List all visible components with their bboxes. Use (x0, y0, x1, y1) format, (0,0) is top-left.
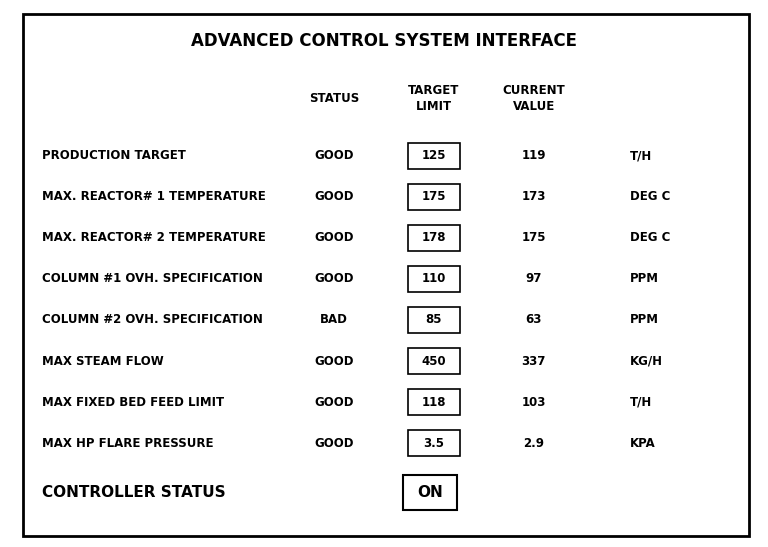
Text: 125: 125 (422, 149, 446, 162)
Text: GOOD: GOOD (314, 231, 354, 245)
FancyBboxPatch shape (23, 14, 749, 536)
Text: 337: 337 (521, 354, 546, 368)
Text: 173: 173 (521, 190, 546, 203)
Text: GOOD: GOOD (314, 272, 354, 286)
Text: PRODUCTION TARGET: PRODUCTION TARGET (42, 149, 186, 162)
Text: T/H: T/H (630, 395, 652, 409)
Text: 85: 85 (425, 313, 442, 327)
FancyBboxPatch shape (408, 348, 460, 374)
Text: 2.9: 2.9 (523, 437, 545, 450)
Text: 175: 175 (422, 190, 446, 203)
Text: DEG C: DEG C (630, 231, 670, 245)
FancyBboxPatch shape (408, 225, 460, 251)
Text: GOOD: GOOD (314, 437, 354, 450)
Text: GOOD: GOOD (314, 149, 354, 162)
Text: 175: 175 (521, 231, 546, 245)
Text: ADVANCED CONTROL SYSTEM INTERFACE: ADVANCED CONTROL SYSTEM INTERFACE (191, 32, 577, 50)
Text: TARGET
LIMIT: TARGET LIMIT (409, 84, 459, 113)
Text: GOOD: GOOD (314, 354, 354, 368)
Text: MAX FIXED BED FEED LIMIT: MAX FIXED BED FEED LIMIT (42, 395, 224, 409)
Text: 119: 119 (521, 149, 546, 162)
Text: 110: 110 (422, 272, 446, 286)
Text: T/H: T/H (630, 149, 652, 162)
Text: COLUMN #1 OVH. SPECIFICATION: COLUMN #1 OVH. SPECIFICATION (42, 272, 263, 286)
Text: 178: 178 (422, 231, 446, 245)
Text: MAX. REACTOR# 2 TEMPERATURE: MAX. REACTOR# 2 TEMPERATURE (42, 231, 266, 245)
Text: STATUS: STATUS (309, 92, 359, 105)
FancyBboxPatch shape (408, 430, 460, 456)
Text: CONTROLLER STATUS: CONTROLLER STATUS (42, 485, 226, 500)
Text: 97: 97 (525, 272, 542, 286)
Text: PPM: PPM (630, 272, 659, 286)
Text: GOOD: GOOD (314, 190, 354, 203)
FancyBboxPatch shape (408, 266, 460, 292)
Text: KPA: KPA (630, 437, 656, 450)
Text: DEG C: DEG C (630, 190, 670, 203)
FancyBboxPatch shape (403, 474, 457, 510)
FancyBboxPatch shape (408, 307, 460, 333)
FancyBboxPatch shape (408, 184, 460, 210)
Text: 118: 118 (422, 395, 446, 409)
Text: 450: 450 (422, 354, 446, 368)
FancyBboxPatch shape (408, 389, 460, 415)
Text: MAX STEAM FLOW: MAX STEAM FLOW (42, 354, 164, 368)
FancyBboxPatch shape (408, 143, 460, 169)
Text: 63: 63 (525, 313, 542, 327)
Text: PPM: PPM (630, 313, 659, 327)
Text: ON: ON (417, 485, 443, 500)
Text: MAX. REACTOR# 1 TEMPERATURE: MAX. REACTOR# 1 TEMPERATURE (42, 190, 266, 203)
Text: MAX HP FLARE PRESSURE: MAX HP FLARE PRESSURE (42, 437, 214, 450)
Text: 103: 103 (521, 395, 546, 409)
Text: KG/H: KG/H (630, 354, 663, 368)
Text: BAD: BAD (320, 313, 348, 327)
Text: 3.5: 3.5 (423, 437, 445, 450)
Text: COLUMN #2 OVH. SPECIFICATION: COLUMN #2 OVH. SPECIFICATION (42, 313, 263, 327)
Text: CURRENT
VALUE: CURRENT VALUE (502, 84, 565, 113)
Text: GOOD: GOOD (314, 395, 354, 409)
